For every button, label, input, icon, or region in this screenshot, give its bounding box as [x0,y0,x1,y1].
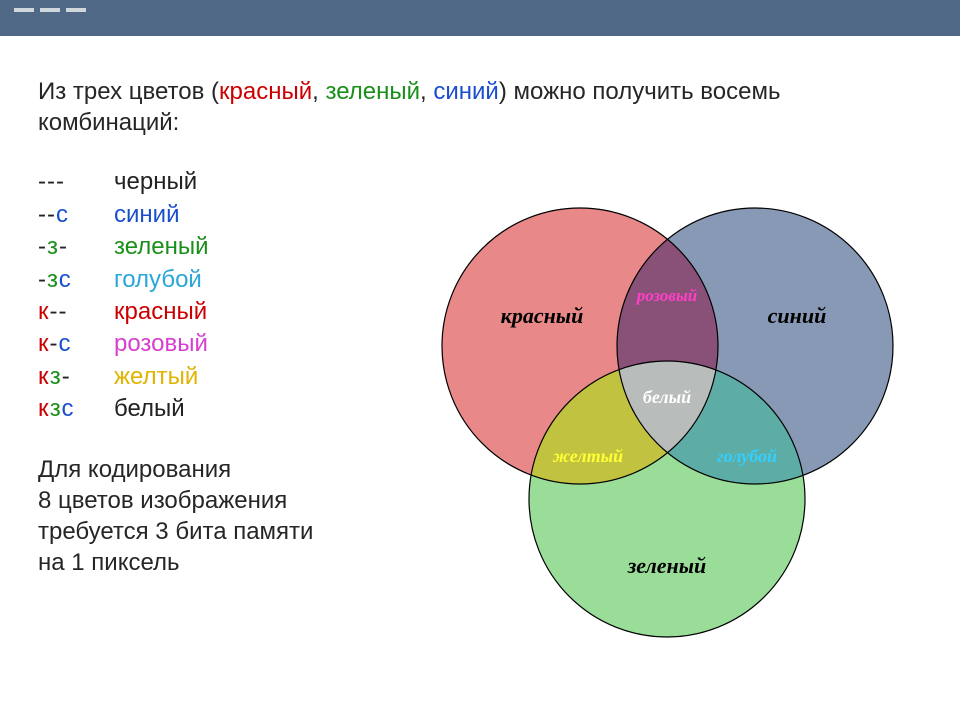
footer-text: Для кодирования 8 цветов изображения тре… [38,454,388,579]
slide-top-accent [0,0,960,36]
svg-text:белый: белый [643,387,691,407]
venn-svg: красный синий зеленый розовый желтый голубой б… [395,191,935,711]
combo-label: голубой [114,264,202,296]
combo-code: --с [38,199,96,231]
combo-code: кз- [38,361,96,393]
svg-text:синий: синий [768,303,827,328]
combo-label: синий [114,199,179,231]
combo-label: белый [114,393,185,425]
svg-text:голубой: голубой [717,446,777,466]
combo-label: черный [114,166,197,198]
svg-text:красный: красный [501,303,584,328]
svg-text:зеленый: зеленый [627,553,707,578]
combo-code: к-- [38,296,96,328]
combo-label: розовый [114,328,208,360]
venn-diagram: красный синий зеленый розовый желтый голубой б… [395,191,935,711]
svg-text:желтый: желтый [552,446,623,466]
intro-green: зеленый [325,78,420,105]
intro-text: Из трех цветов (красный, зеленый, синий)… [38,76,922,138]
accent-marks [14,8,86,12]
intro-blue: синий [433,78,498,105]
combo-label: зеленый [114,231,209,263]
combo-code: кзс [38,393,96,425]
intro-red: красный [219,78,312,105]
slide-body: Из трех цветов (красный, зеленый, синий)… [0,36,960,720]
combo-label: желтый [114,361,198,393]
combo-code: к-с [38,328,96,360]
intro-prefix: Из трех цветов ( [38,78,219,105]
combo-code: -з- [38,231,96,263]
combo-code: --- [38,166,96,198]
combo-label: красный [114,296,207,328]
combo-code: -зс [38,264,96,296]
svg-text:розовый: розовый [635,286,698,305]
